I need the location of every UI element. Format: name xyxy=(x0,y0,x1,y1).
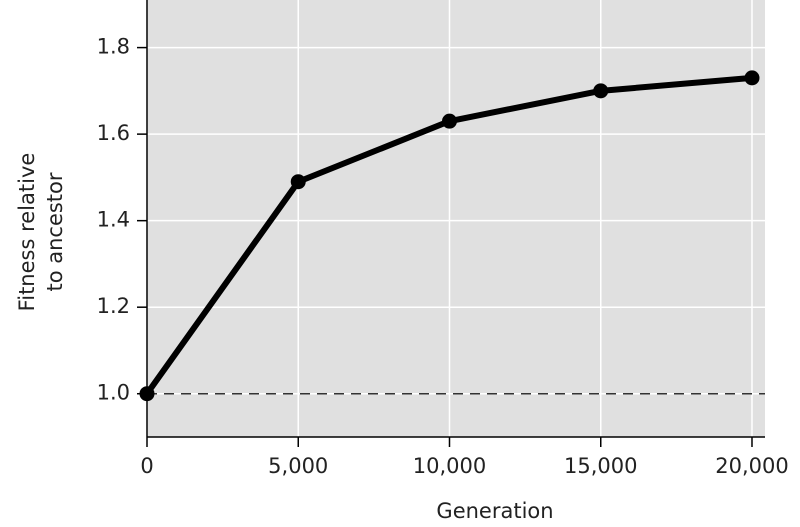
x-axis-label: Generation xyxy=(436,499,553,523)
x-tick-label: 0 xyxy=(140,454,153,478)
point xyxy=(593,83,609,99)
point xyxy=(290,174,306,190)
y-axis-label: Fitness relative xyxy=(15,153,39,312)
point xyxy=(441,113,457,129)
point xyxy=(744,70,760,86)
y-axis-label: to ancestor xyxy=(43,172,67,291)
y-tick-label: 1.6 xyxy=(97,121,130,145)
y-tick-label: 1.8 xyxy=(97,35,130,59)
y-tick-label: 1.0 xyxy=(97,381,130,405)
y-tick-label: 1.2 xyxy=(97,294,130,318)
point xyxy=(139,386,155,402)
plot-background xyxy=(147,0,765,437)
x-tick-label: 20,000 xyxy=(715,454,788,478)
x-tick-label: 5,000 xyxy=(268,454,328,478)
x-tick-label: 10,000 xyxy=(413,454,486,478)
y-tick-label: 1.4 xyxy=(97,208,130,232)
x-tick-label: 15,000 xyxy=(564,454,637,478)
